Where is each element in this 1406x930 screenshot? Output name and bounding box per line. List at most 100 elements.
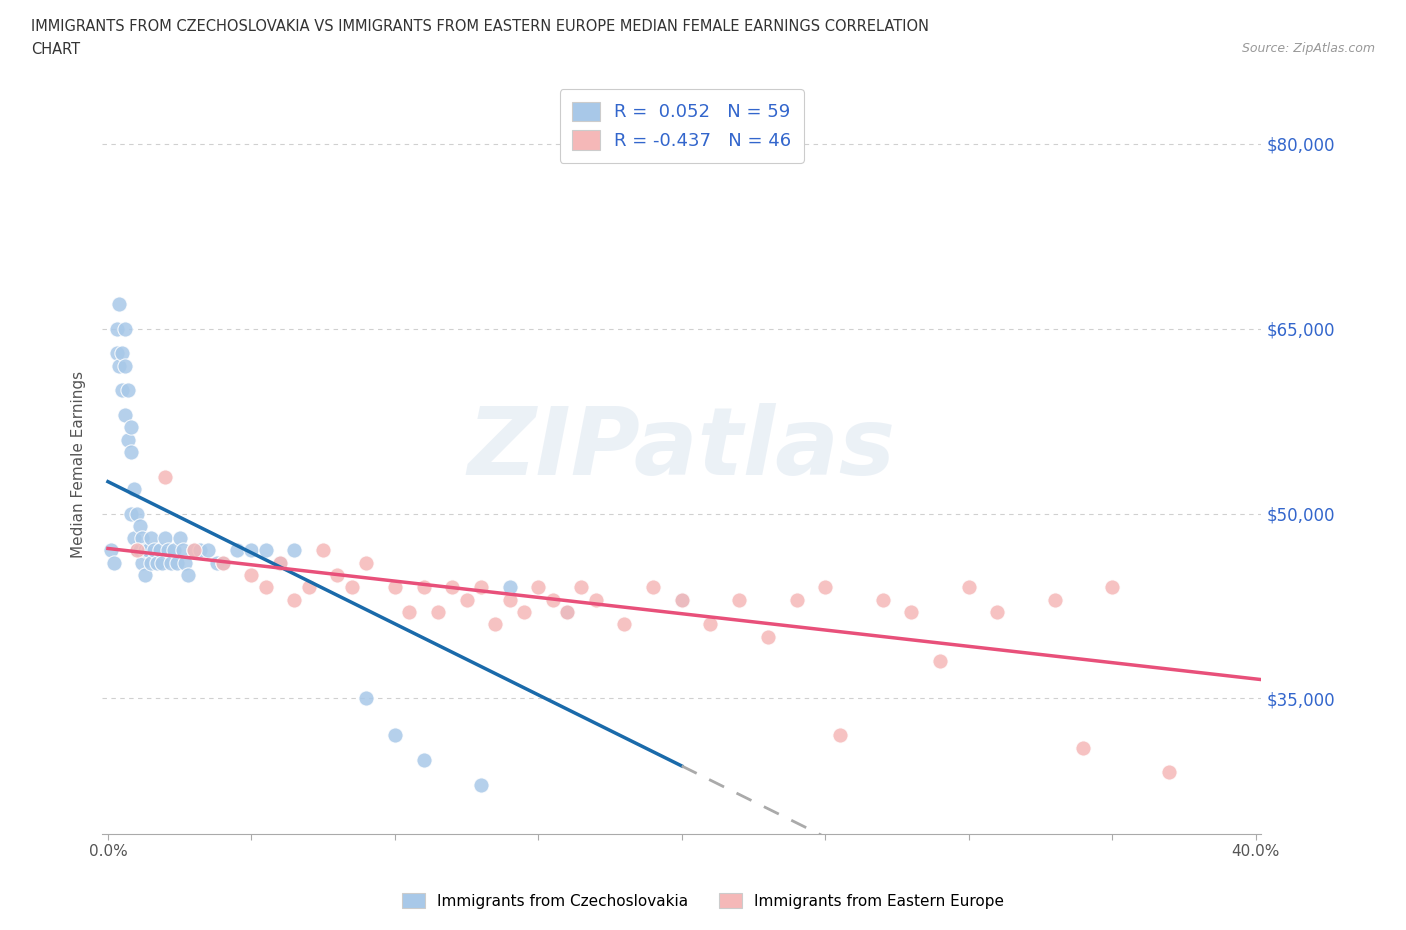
Point xyxy=(354,691,377,706)
Point xyxy=(1159,764,1181,779)
Point xyxy=(900,604,922,619)
Point xyxy=(111,346,134,361)
Point xyxy=(131,555,153,570)
Point xyxy=(177,567,200,582)
Point xyxy=(120,419,142,434)
Point xyxy=(613,617,636,631)
Point xyxy=(384,580,406,595)
Legend: Immigrants from Czechoslovakia, Immigrants from Eastern Europe: Immigrants from Czechoslovakia, Immigran… xyxy=(396,887,1010,915)
Point xyxy=(412,580,434,595)
Point xyxy=(100,543,122,558)
Point xyxy=(125,543,148,558)
Point xyxy=(513,604,536,619)
Point xyxy=(283,543,305,558)
Point xyxy=(105,321,128,336)
Point xyxy=(298,580,321,595)
Point xyxy=(340,580,363,595)
Point xyxy=(105,346,128,361)
Point xyxy=(152,555,174,570)
Point xyxy=(134,543,156,558)
Point xyxy=(114,358,136,373)
Point xyxy=(326,567,349,582)
Point xyxy=(1043,592,1066,607)
Point xyxy=(117,383,139,398)
Point xyxy=(139,555,162,570)
Point xyxy=(149,543,172,558)
Point xyxy=(169,531,191,546)
Point xyxy=(120,445,142,459)
Point xyxy=(786,592,808,607)
Point xyxy=(157,543,180,558)
Point xyxy=(312,543,335,558)
Text: IMMIGRANTS FROM CZECHOSLOVAKIA VS IMMIGRANTS FROM EASTERN EUROPE MEDIAN FEMALE E: IMMIGRANTS FROM CZECHOSLOVAKIA VS IMMIGR… xyxy=(31,19,929,33)
Point xyxy=(728,592,751,607)
Point xyxy=(142,543,165,558)
Point xyxy=(139,531,162,546)
Point xyxy=(1101,580,1123,595)
Point xyxy=(131,531,153,546)
Point xyxy=(145,555,167,570)
Point xyxy=(269,555,291,570)
Point xyxy=(240,567,263,582)
Point xyxy=(484,617,506,631)
Point xyxy=(541,592,564,607)
Point xyxy=(986,604,1008,619)
Point xyxy=(555,604,578,619)
Point xyxy=(166,555,188,570)
Point xyxy=(498,580,520,595)
Point xyxy=(254,580,277,595)
Point xyxy=(128,543,150,558)
Point xyxy=(122,531,145,546)
Point xyxy=(114,321,136,336)
Point xyxy=(814,580,837,595)
Point xyxy=(160,555,183,570)
Point xyxy=(108,358,131,373)
Point xyxy=(470,580,492,595)
Point xyxy=(125,543,148,558)
Point xyxy=(269,555,291,570)
Point xyxy=(155,531,177,546)
Point xyxy=(756,630,779,644)
Point xyxy=(283,592,305,607)
Point xyxy=(122,482,145,497)
Text: Source: ZipAtlas.com: Source: ZipAtlas.com xyxy=(1241,42,1375,55)
Point xyxy=(555,604,578,619)
Point xyxy=(136,543,159,558)
Point xyxy=(671,592,693,607)
Point xyxy=(641,580,664,595)
Point xyxy=(174,555,197,570)
Point xyxy=(441,580,464,595)
Text: CHART: CHART xyxy=(31,42,80,57)
Point xyxy=(240,543,263,558)
Point xyxy=(828,728,851,743)
Point xyxy=(183,543,205,558)
Point xyxy=(188,543,211,558)
Point xyxy=(134,567,156,582)
Point xyxy=(569,580,592,595)
Point xyxy=(111,383,134,398)
Point xyxy=(384,728,406,743)
Point xyxy=(426,604,449,619)
Y-axis label: Median Female Earnings: Median Female Earnings xyxy=(72,371,86,558)
Point xyxy=(117,432,139,447)
Point xyxy=(254,543,277,558)
Point xyxy=(211,555,233,570)
Point xyxy=(456,592,478,607)
Legend: R =  0.052   N = 59, R = -0.437   N = 46: R = 0.052 N = 59, R = -0.437 N = 46 xyxy=(560,89,804,163)
Point xyxy=(470,777,492,792)
Point xyxy=(103,555,125,570)
Point xyxy=(197,543,219,558)
Point xyxy=(585,592,607,607)
Point xyxy=(183,543,205,558)
Point xyxy=(354,555,377,570)
Point xyxy=(211,555,233,570)
Point xyxy=(128,518,150,533)
Point xyxy=(527,580,550,595)
Point xyxy=(114,407,136,422)
Point xyxy=(120,506,142,521)
Point xyxy=(498,592,520,607)
Point xyxy=(125,506,148,521)
Point xyxy=(226,543,249,558)
Point xyxy=(172,543,194,558)
Point xyxy=(957,580,980,595)
